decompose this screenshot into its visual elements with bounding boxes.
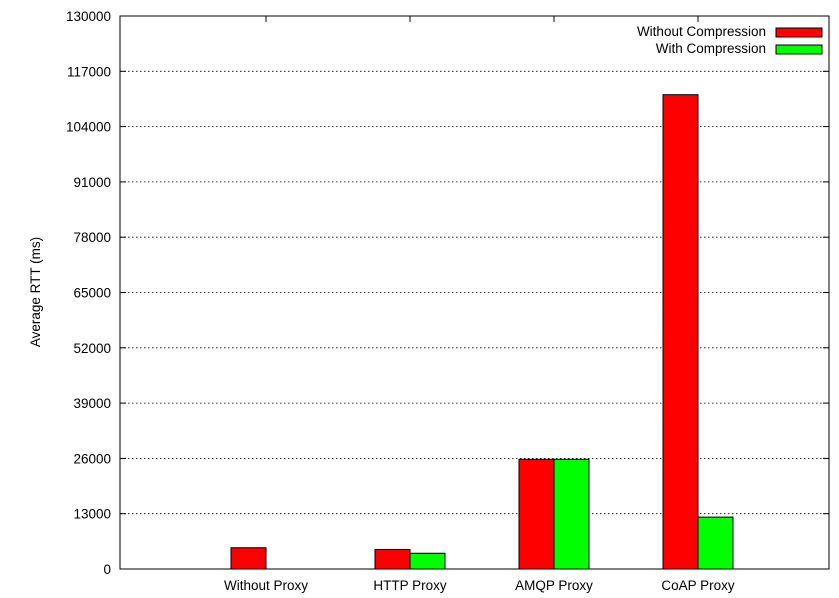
x-tick-label: AMQP Proxy [515, 578, 593, 593]
bar-without-compression [662, 94, 699, 570]
y-tick-label: 52000 [73, 341, 111, 356]
x-tick-label: Without Proxy [224, 578, 308, 593]
y-tick-label: 91000 [73, 175, 111, 190]
x-tick-label: CoAP Proxy [661, 578, 735, 593]
y-tick-label: 104000 [66, 120, 111, 135]
y-tick-label: 130000 [66, 9, 111, 24]
y-tick-label: 78000 [73, 230, 111, 245]
bar-with-compression [697, 516, 734, 570]
y-tick-label: 39000 [73, 396, 111, 411]
y-tick-label: 65000 [73, 286, 111, 301]
bars [230, 94, 734, 570]
bar-with-compression [553, 458, 590, 570]
y-tick-label: 0 [103, 562, 111, 577]
y-axis-ticks: 0 13000 26000 39000 52000 65000 78000 91000 1040… [66, 9, 829, 577]
y-axis-label: Average RTT (ms) [28, 237, 43, 347]
y-tick-label: 26000 [73, 451, 111, 466]
legend-swatch [775, 44, 823, 55]
legend-label: Without Compression [637, 24, 766, 39]
bar-without-compression [518, 458, 555, 570]
y-tick-label: 13000 [73, 507, 111, 522]
bar-with-compression [409, 552, 446, 570]
bar-without-compression [374, 548, 411, 570]
x-tick-label: HTTP Proxy [373, 578, 447, 593]
legend-label: With Compression [656, 41, 766, 56]
x-axis-ticks: Without Proxy HTTP Proxy AMQP Proxy CoAP Pr… [224, 16, 735, 593]
y-tick-label: 117000 [67, 64, 111, 79]
gridlines [120, 70, 829, 515]
legend-swatch [775, 27, 823, 38]
plot-frame [119, 15, 830, 570]
legend: Without Compression With Compression [637, 24, 823, 56]
bar-without-compression [230, 547, 267, 570]
